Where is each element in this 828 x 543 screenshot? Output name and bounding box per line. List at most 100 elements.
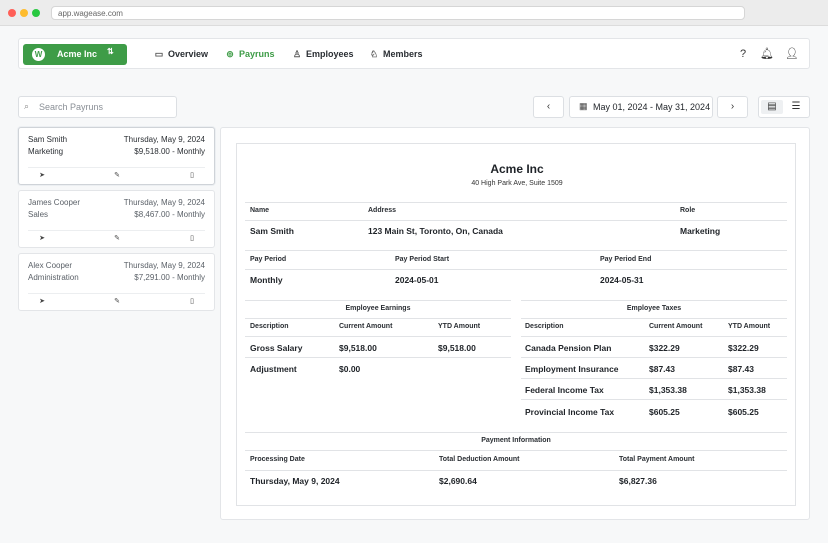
send-icon[interactable]: ➤ [39,172,45,179]
divider [245,250,787,251]
top-navigation: W Acme Inc ⇅ ▭ Overview ⊚ Payruns ♙ Employe… [18,38,810,69]
chevron-right-icon: › [730,101,735,112]
tax-row-current: $87.43 [649,364,675,374]
divider [245,470,787,471]
employee-name: James Cooper [28,198,81,207]
document-view-icon[interactable]: ▤ [761,100,783,114]
date-range-label: May 01, 2024 - May 31, 2024 [593,102,711,112]
employee-name-value: Sam Smith [250,226,294,236]
tax-row-ytd: $87.43 [728,364,754,374]
earnings-row-ytd: $9,518.00 [438,343,476,353]
view-toggle: ▤ ☰ [758,96,810,118]
search-input[interactable] [39,100,173,114]
document-icon[interactable]: ▯ [190,172,194,179]
payrun-date: Thursday, May 9, 2024 [123,261,205,270]
nav-overview[interactable]: ▭ Overview [154,49,209,59]
processing-date-label: Processing Date [250,456,305,463]
help-icon[interactable]: ? [739,48,747,60]
taxes-header-description: Description [525,323,564,330]
tax-row-description: Provincial Income Tax [525,407,615,417]
employee-role-value: Marketing [680,226,721,236]
divider [521,318,787,319]
send-icon[interactable]: ➤ [39,235,45,242]
pay-period-value: Monthly [250,275,283,285]
calendar-icon: ▦ [579,101,588,111]
edit-icon[interactable]: ✎ [114,298,120,305]
document-icon[interactable]: ▯ [190,235,194,242]
date-range-picker[interactable]: ▦ May 01, 2024 - May 31, 2024 [569,96,713,118]
close-window-button[interactable] [8,9,16,17]
nav-members[interactable]: ♘ Members [369,49,423,59]
user-icon: ♙ [292,49,302,59]
company-name: Acme Inc [490,162,544,176]
divider [245,336,511,337]
tax-row-current: $1,353.38 [649,385,687,395]
total-payment-value: $6,827.36 [619,476,657,486]
earnings-title: Employee Earnings [345,305,411,312]
pay-period-label: Pay Period [250,256,287,263]
tax-row-current: $605.25 [649,407,680,417]
maximize-window-button[interactable] [32,9,40,17]
employee-department: Sales [28,210,49,219]
divider [245,300,511,301]
payrun-card[interactable]: Alex Cooper Administration Thursday, May… [18,253,215,311]
previous-period-button[interactable]: ‹ [533,96,564,118]
total-deduction-value: $2,690.64 [439,476,477,486]
next-period-button[interactable]: › [717,96,748,118]
nav-employees[interactable]: ♙ Employees [292,49,354,59]
tax-row-description: Canada Pension Plan [525,343,612,353]
payrun-card[interactable]: James Cooper Sales Thursday, May 9, 2024… [18,190,215,248]
payrun-date: Thursday, May 9, 2024 [123,135,205,144]
earnings-header-description: Description [250,323,289,330]
card-actions: ➤ ✎ ▯ [28,230,205,244]
divider [521,300,787,301]
nav-payruns[interactable]: ⊚ Payruns [226,49,275,59]
name-label: Name [250,207,270,214]
org-switcher-button[interactable]: W Acme Inc ⇅ [23,44,127,65]
pay-period-end-value: 2024-05-31 [600,275,644,285]
employee-name: Alex Cooper [28,261,73,270]
chevron-left-icon: ‹ [546,101,551,112]
profile-icon[interactable]: 👤︎ [785,48,799,60]
pay-period-start-value: 2024-05-01 [395,275,439,285]
employee-address-value: 123 Main St, Toronto, On, Canada [368,226,503,236]
tax-row-current: $322.29 [649,343,680,353]
bell-icon[interactable]: 🔔︎ [760,48,774,60]
list-view-icon[interactable]: ☰ [791,101,801,112]
payrun-date: Thursday, May 9, 2024 [123,198,205,207]
divider [245,202,787,203]
pay-period-end-label: Pay Period End [600,256,652,263]
payrun-amount: $7,291.00 - Monthly [134,273,205,282]
divider [521,378,787,379]
payrun-amount: $8,467.00 - Monthly [134,210,205,219]
browser-titlebar: app.wagease.com [0,0,828,26]
edit-icon[interactable]: ✎ [114,235,120,242]
address-bar[interactable]: app.wagease.com [51,6,745,20]
earnings-row-description: Gross Salary [250,343,303,353]
tax-row-description: Employment Insurance [525,364,619,374]
members-icon: ♘ [369,49,379,59]
search-icon: ⌕ [24,101,30,111]
divider [245,450,787,451]
role-label: Role [680,207,696,214]
divider [521,357,787,358]
taxes-title: Employee Taxes [626,305,682,312]
company-address: 40 High Park Ave, Suite 1509 [471,180,563,187]
payment-info-title: Payment Information [481,437,551,444]
send-icon[interactable]: ➤ [39,298,45,305]
divider [245,269,787,270]
payrun-card[interactable]: Sam Smith Marketing Thursday, May 9, 202… [18,127,215,185]
chevron-updown-icon: ⇅ [107,47,114,56]
pay-period-start-label: Pay Period Start [395,256,450,263]
document-icon[interactable]: ▯ [190,298,194,305]
divider [245,432,787,433]
minimize-window-button[interactable] [20,9,28,17]
employee-department: Administration [28,273,79,282]
divider [245,357,511,358]
total-payment-label: Total Payment Amount [619,456,695,463]
taxes-header-current: Current Amount [649,323,703,330]
employee-name: Sam Smith [28,135,68,144]
edit-icon[interactable]: ✎ [114,172,120,179]
payslip-panel: Acme Inc 40 High Park Ave, Suite 1509 Na… [220,127,810,520]
